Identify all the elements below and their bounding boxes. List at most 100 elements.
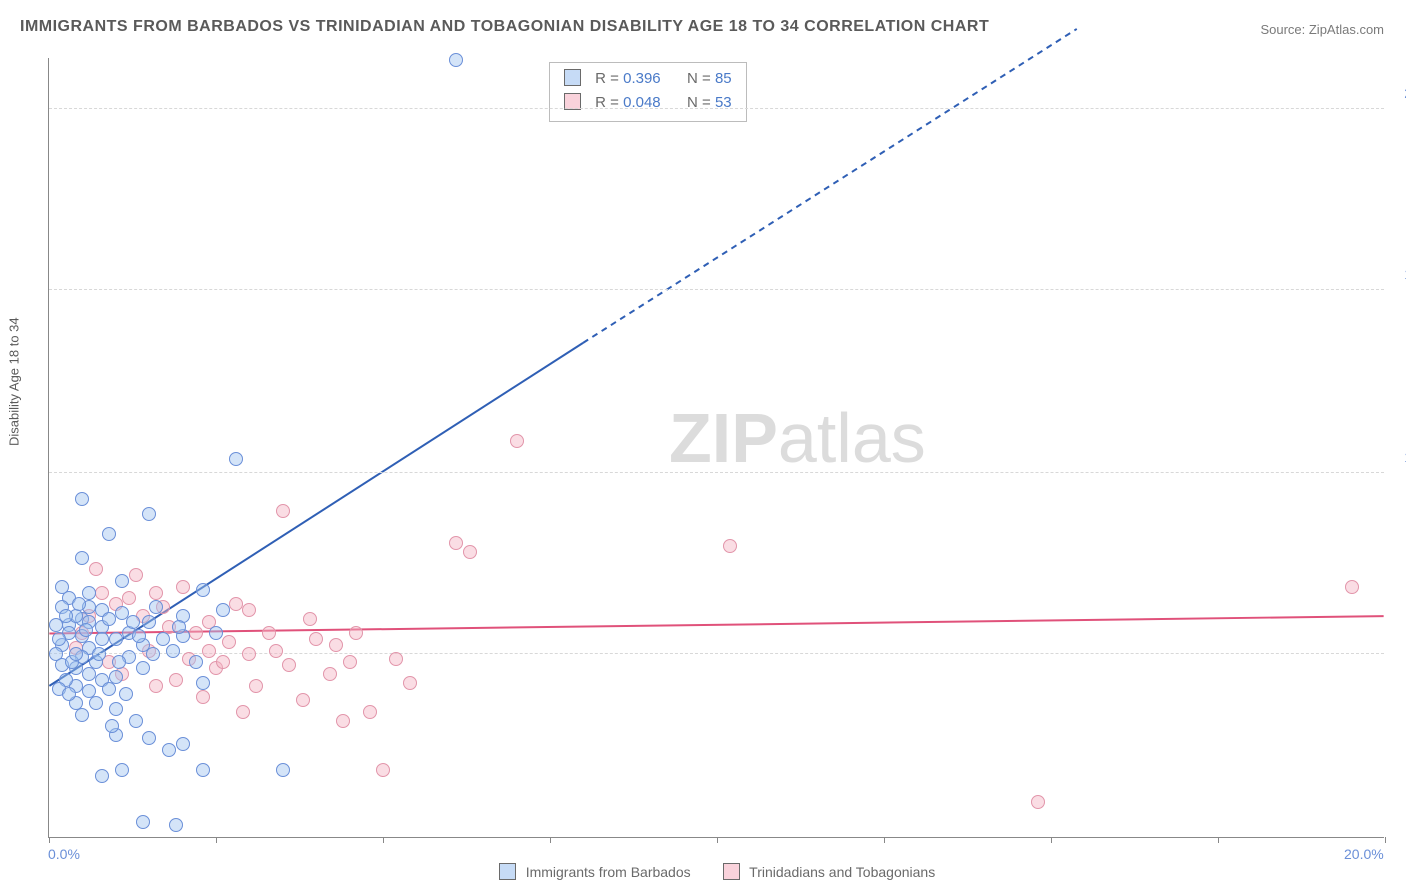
xtick-label: 20.0% [1344,846,1384,862]
data-point [95,632,109,646]
data-point [723,539,737,553]
data-point [82,586,96,600]
data-point [129,714,143,728]
xtick-mark [550,837,551,843]
data-point [336,714,350,728]
data-point [1031,795,1045,809]
data-point [269,644,283,658]
xtick-mark [717,837,718,843]
data-point [323,667,337,681]
ytick-label: 25.0% [1389,85,1406,101]
data-point [69,647,83,661]
data-point [136,661,150,675]
data-point [162,743,176,757]
data-point [242,647,256,661]
data-point [389,652,403,666]
legend-label-b: Trinidadians and Tobagonians [749,864,935,880]
gridline [49,289,1384,290]
data-point [242,603,256,617]
data-point [126,615,140,629]
data-point [209,626,223,640]
data-point [95,769,109,783]
xtick-mark [49,837,50,843]
data-point [196,763,210,777]
data-point [189,655,203,669]
xtick-mark [1051,837,1052,843]
data-point [229,597,243,611]
xtick-mark [216,837,217,843]
gridline [49,472,1384,473]
scatter-plot: ZIPatlas R = 0.396 N = 85 R = 0.048 N = … [48,58,1384,838]
correlation-legend: R = 0.396 N = 85 R = 0.048 N = 53 [549,62,747,122]
corr-row-b: R = 0.048 N = 53 [564,91,732,115]
data-point [403,676,417,690]
y-axis-label: Disability Age 18 to 34 [7,317,22,446]
data-point [122,591,136,605]
data-point [343,655,357,669]
data-point [75,551,89,565]
data-point [55,580,69,594]
data-point [52,632,66,646]
data-point [142,507,156,521]
data-point [132,629,146,643]
data-point [363,705,377,719]
data-point [142,731,156,745]
xtick-mark [1385,837,1386,843]
data-point [296,693,310,707]
ytick-label: 18.8% [1389,266,1406,282]
data-point [156,632,170,646]
data-point [196,676,210,690]
data-point [92,647,106,661]
data-point [119,687,133,701]
data-point [172,620,186,634]
swatch-a-icon [564,69,581,86]
data-point [196,583,210,597]
data-point [105,719,119,733]
data-point [115,763,129,777]
data-point [129,568,143,582]
data-point [79,623,93,637]
data-point [229,452,243,466]
data-point [62,687,76,701]
data-point [176,580,190,594]
data-point [169,673,183,687]
gridline [49,108,1384,109]
xtick-mark [1218,837,1219,843]
n-label-a: N = [687,70,711,87]
r-label-a: R = [595,70,619,87]
data-point [510,434,524,448]
xtick-mark [383,837,384,843]
data-point [75,708,89,722]
chart-title: IMMIGRANTS FROM BARBADOS VS TRINIDADIAN … [20,18,989,36]
data-point [169,818,183,832]
trend-lines-layer [49,58,1384,837]
r-value-a: 0.396 [623,70,661,87]
data-point [82,667,96,681]
data-point [136,815,150,829]
legend-swatch-a-icon [499,863,516,880]
data-point [202,644,216,658]
corr-row-a: R = 0.396 N = 85 [564,67,732,91]
data-point [149,679,163,693]
data-point [112,655,126,669]
data-point [75,492,89,506]
data-point [176,737,190,751]
ytick-label: 6.3% [1389,630,1406,646]
data-point [109,632,123,646]
data-point [146,647,160,661]
data-point [95,586,109,600]
data-point [216,603,230,617]
data-point [196,690,210,704]
data-point [89,696,103,710]
data-point [276,504,290,518]
data-point [262,626,276,640]
data-point [102,527,116,541]
data-point [72,597,86,611]
data-point [303,612,317,626]
legend-bottom: Immigrants from Barbados Trinidadians an… [0,863,1406,880]
data-point [449,53,463,67]
data-point [236,705,250,719]
legend-label-a: Immigrants from Barbados [526,864,691,880]
data-point [216,655,230,669]
data-point [1345,580,1359,594]
